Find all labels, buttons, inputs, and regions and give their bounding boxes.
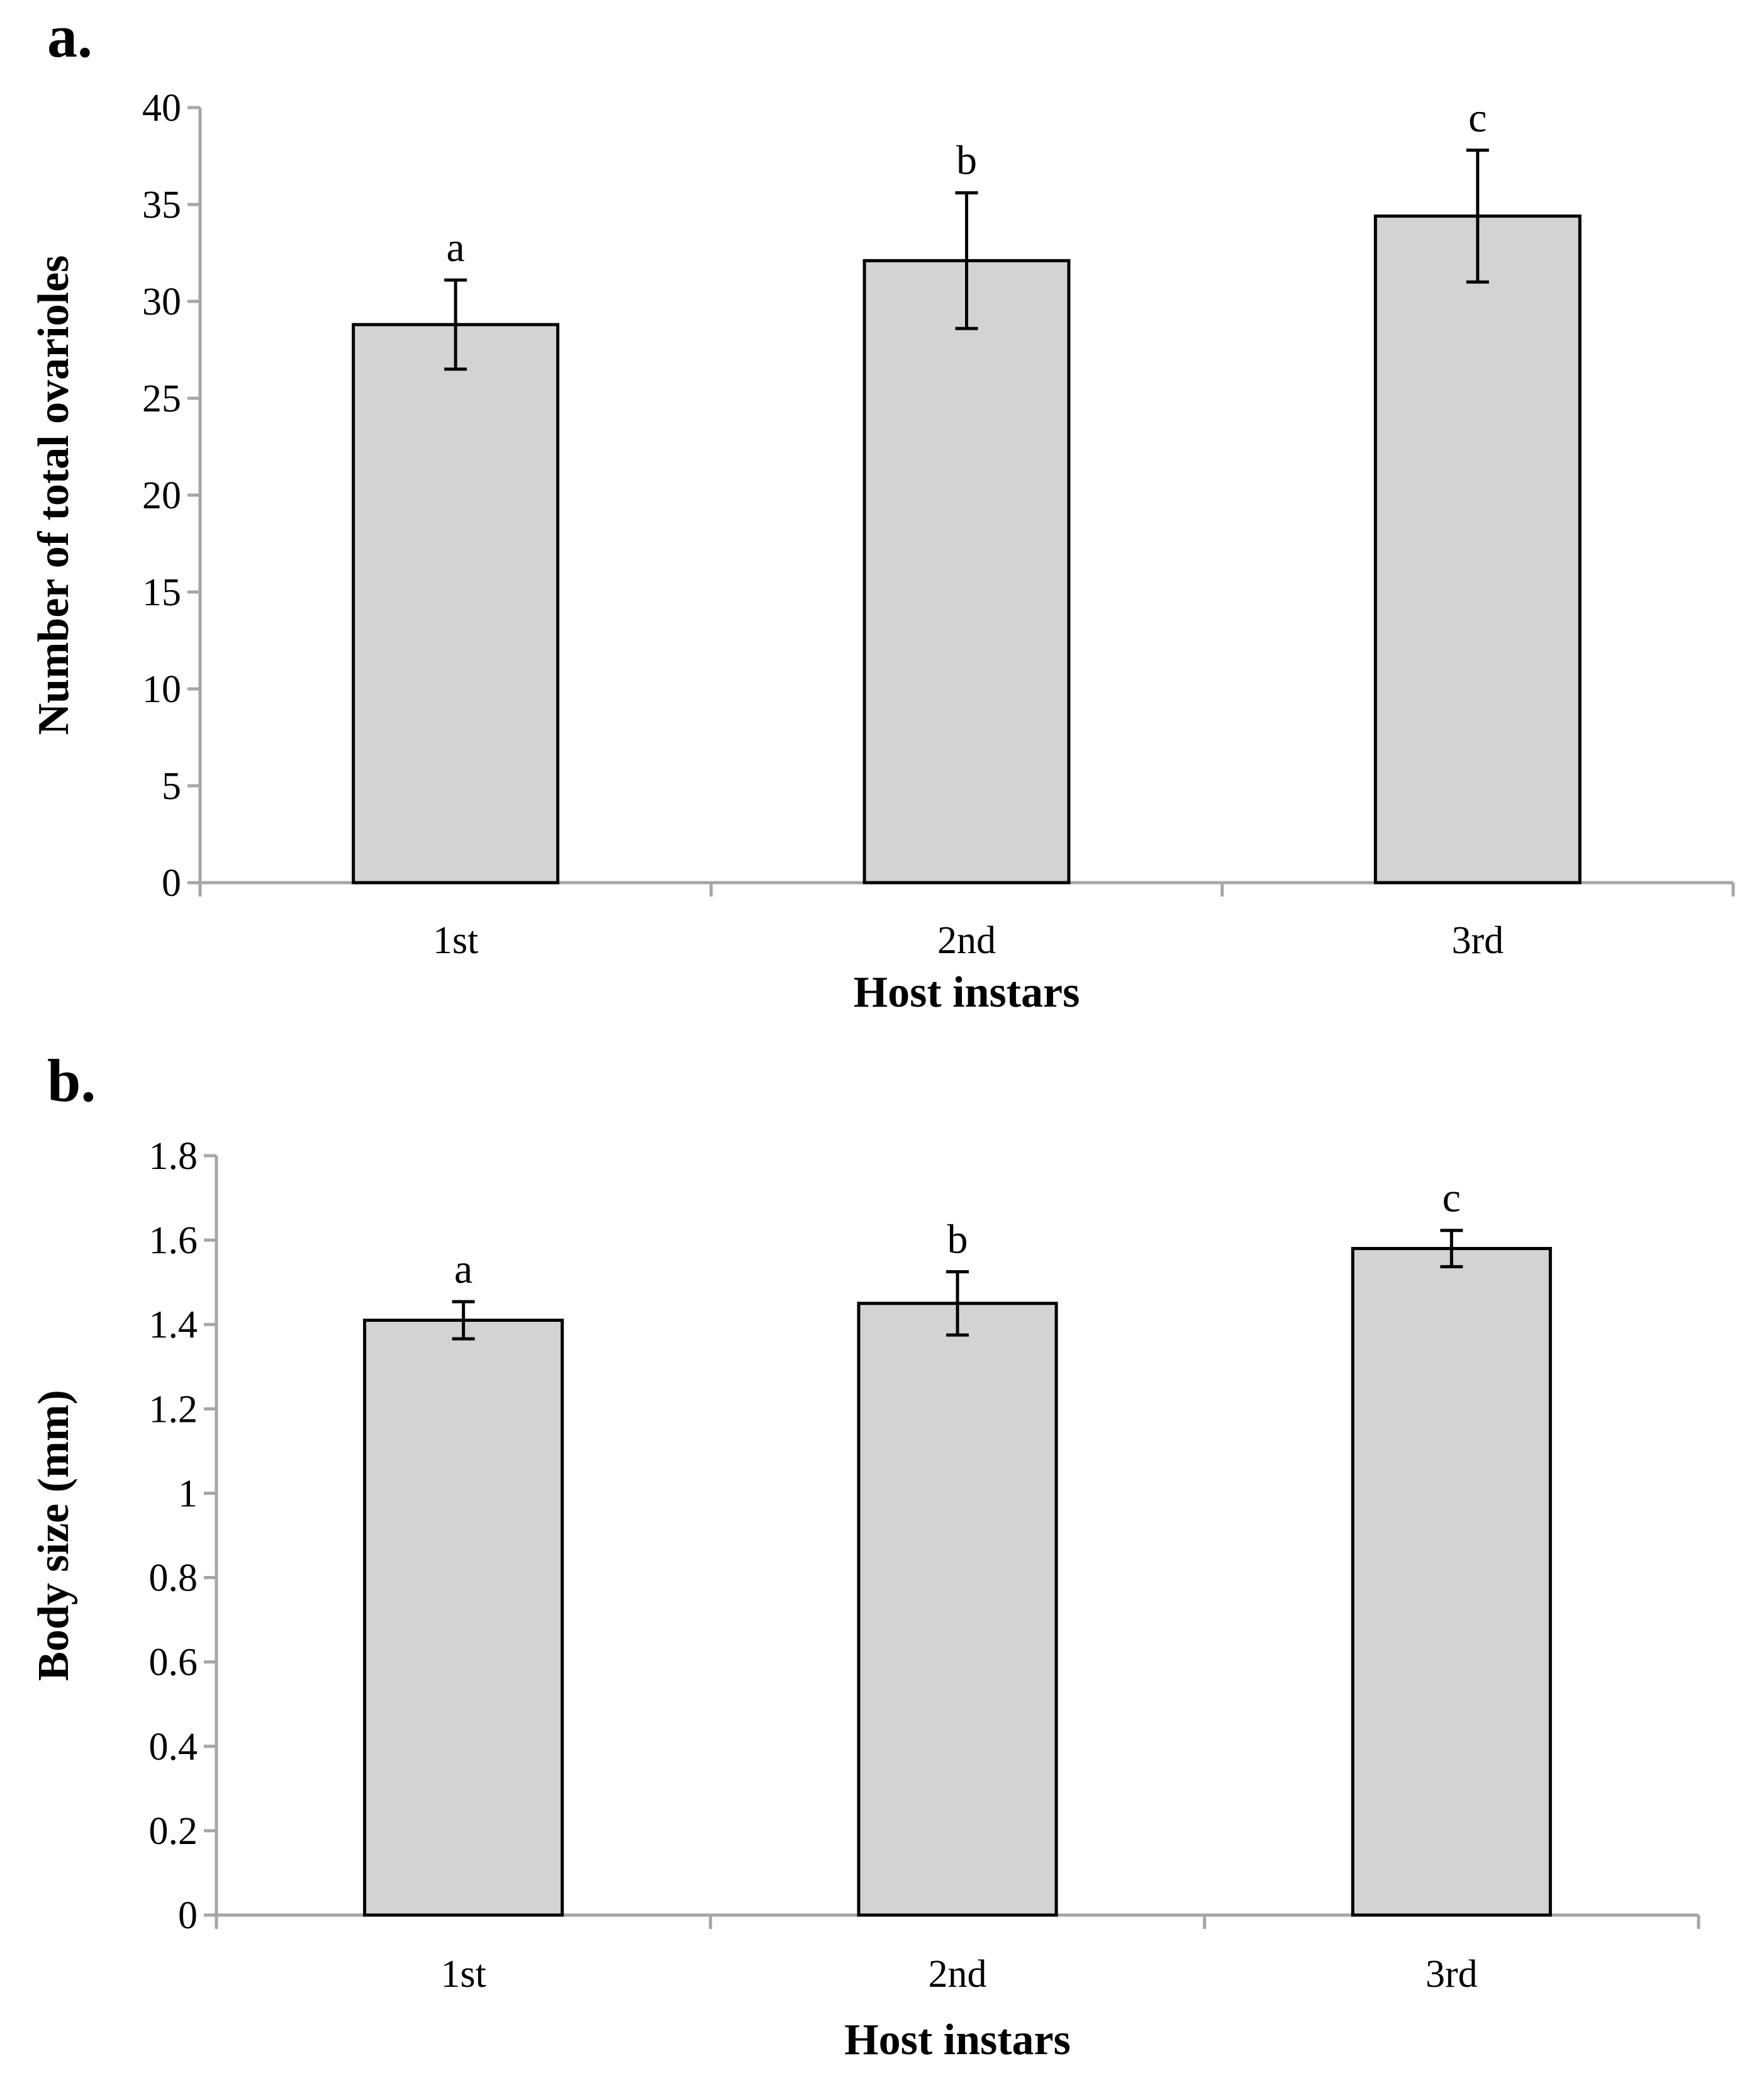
y-tick-label: 0.4 xyxy=(149,1726,198,1768)
x-tick-label: 2nd xyxy=(937,919,996,962)
y-tick-label: 0.8 xyxy=(149,1557,198,1600)
x-tick-label: 3rd xyxy=(1452,919,1504,962)
y-tick-label: 25 xyxy=(142,377,181,420)
y-tick-label: 1.4 xyxy=(149,1304,198,1346)
significance-letter: b xyxy=(947,1216,968,1262)
bar xyxy=(352,323,560,885)
y-tick-label: 10 xyxy=(142,668,181,711)
y-tick-label: 5 xyxy=(162,765,181,808)
x-tick-label: 3rd xyxy=(1426,1953,1478,1996)
y-tick-label: 30 xyxy=(142,281,181,323)
y-tick-label: 1 xyxy=(178,1472,198,1515)
chart-panel-b: b. 0 0.2 0.4 0.6 0.8 1 1.2 1.4 1.6 1.8 a 1st b 2nd c 3rd… xyxy=(30,1047,1700,2064)
significance-letter: c xyxy=(1468,95,1487,141)
y-tick-label: 40 xyxy=(142,87,181,130)
bar xyxy=(862,259,1071,885)
x-tick-label: 1st xyxy=(433,919,478,962)
y-axis-title: Number of total ovarioles xyxy=(30,255,78,735)
x-tick-label: 2nd xyxy=(929,1953,987,1996)
bar xyxy=(857,1302,1058,1917)
y-axis-title: Body size (mm) xyxy=(30,1390,78,1681)
y-tick-label: 15 xyxy=(142,571,181,614)
bar xyxy=(1351,1247,1552,1917)
chart-panel-a: a. 0 5 10 15 20 25 30 35 40 a 1st b 2nd c 3rd Host insta… xyxy=(30,3,1735,1017)
y-tick-label: 35 xyxy=(142,184,181,226)
panel-label: a. xyxy=(47,3,92,70)
y-tick-label: 1.6 xyxy=(149,1219,198,1262)
significance-letter: a xyxy=(447,225,465,271)
x-tick-label: 1st xyxy=(440,1953,486,1996)
x-axis-title: Host instars xyxy=(854,968,1080,1017)
bar xyxy=(363,1319,564,1917)
y-tick-label: 0.2 xyxy=(149,1810,198,1853)
significance-letter: b xyxy=(956,138,977,184)
y-tick-label: 0 xyxy=(178,1894,198,1937)
panel-label: b. xyxy=(47,1047,96,1114)
significance-letter: a xyxy=(454,1246,472,1292)
y-tick-label: 1.8 xyxy=(149,1135,198,1178)
y-tick-label: 0.6 xyxy=(149,1641,198,1684)
bar xyxy=(1373,214,1582,885)
significance-letter: c xyxy=(1443,1175,1461,1221)
y-tick-label: 0 xyxy=(162,862,181,905)
y-tick-label: 20 xyxy=(142,474,181,517)
x-axis-title: Host instars xyxy=(844,2016,1071,2064)
y-tick-label: 1.2 xyxy=(149,1388,198,1431)
